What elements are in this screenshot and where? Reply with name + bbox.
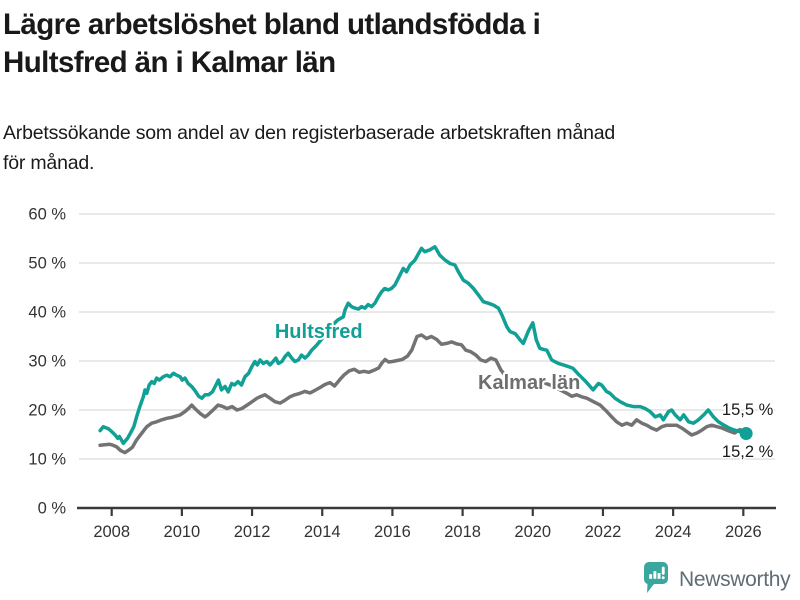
- svg-text:15,5 %: 15,5 %: [722, 401, 774, 419]
- svg-text:2026: 2026: [725, 523, 762, 541]
- newsworthy-brand-text: Newsworthy: [679, 568, 791, 591]
- footer-brand: Newsworthy: [644, 562, 791, 598]
- svg-text:2012: 2012: [234, 523, 271, 541]
- svg-text:30 %: 30 %: [28, 353, 66, 371]
- svg-text:0 %: 0 %: [38, 500, 67, 518]
- svg-text:2014: 2014: [304, 523, 341, 541]
- svg-text:60 %: 60 %: [28, 206, 66, 224]
- kalmar-line: [98, 333, 748, 455]
- y-axis-labels: 0 % 10 % 20 % 30 % 40 % 50 % 60 %: [28, 206, 66, 518]
- series-endpoint-dot: [739, 427, 753, 441]
- svg-text:40 %: 40 %: [28, 304, 66, 322]
- chart-subtitle: Arbetssökande som andel av den registerb…: [3, 122, 616, 174]
- kalmar-series-label: Kalmar län: [478, 372, 580, 394]
- x-tick-labels: 2008 2010 2012 2014 2016 2018 2020 2022 2024 2026: [93, 523, 761, 541]
- svg-text:2016: 2016: [374, 523, 411, 541]
- hultsfred-series-label: Hultsfred: [275, 321, 363, 343]
- line-chart: 0 %10 %20 %30 %40 %50 %60 %2008 2010 2012 2…: [28, 206, 776, 541]
- svg-text:50 %: 50 %: [28, 255, 66, 273]
- svg-text:15,2 %: 15,2 %: [722, 443, 774, 461]
- svg-text:20 %: 20 %: [28, 402, 66, 420]
- x-axis: [77, 506, 776, 516]
- svg-text:2008: 2008: [93, 523, 130, 541]
- hultsfred-line: [98, 245, 748, 446]
- endpoint-value-labels: 15,5 % 15,2 %: [720, 399, 775, 462]
- svg-text:2020: 2020: [514, 523, 551, 541]
- svg-text:2024: 2024: [655, 523, 692, 541]
- svg-text:2018: 2018: [444, 523, 481, 541]
- svg-text:2010: 2010: [164, 523, 201, 541]
- newsworthy-logo-icon: [644, 562, 668, 593]
- svg-text:2022: 2022: [585, 523, 622, 541]
- svg-text:10 %: 10 %: [28, 451, 66, 469]
- chart-title: Lägre arbetslöshet bland utlandsfödda i …: [3, 8, 541, 80]
